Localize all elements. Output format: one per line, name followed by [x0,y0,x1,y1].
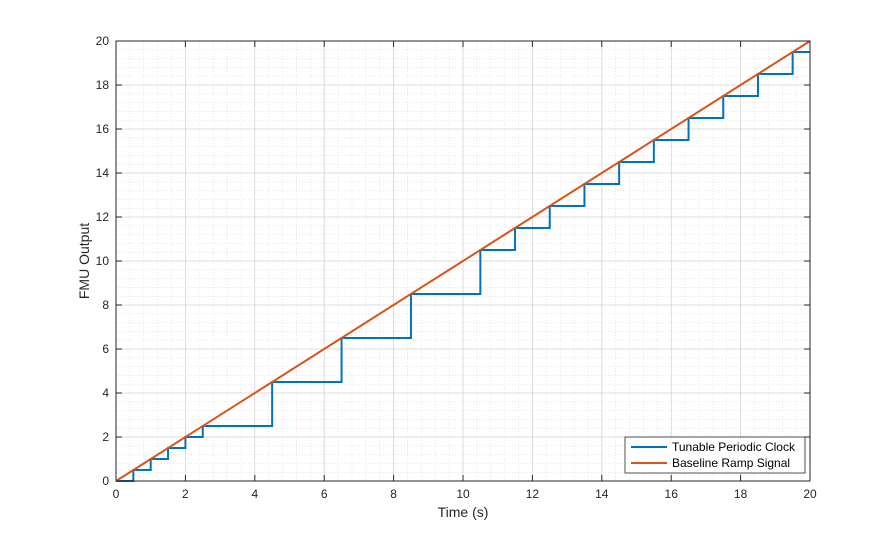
x-tick-label: 2 [182,487,189,501]
x-tick-label: 8 [390,487,397,501]
x-tick-labels: 0 2 4 6 8 10 12 14 16 18 20 [113,487,817,501]
y-axis-label: FMU Output [76,223,92,299]
y-tick-label: 8 [102,298,109,312]
x-tick-label: 14 [595,487,609,501]
y-tick-label: 14 [96,166,110,180]
x-tick-label: 12 [526,487,540,501]
y-tick-label: 6 [102,342,109,356]
x-tick-label: 18 [734,487,748,501]
x-tick-label: 6 [321,487,328,501]
y-tick-label: 20 [96,34,110,48]
y-tick-label: 4 [102,386,109,400]
y-tick-label: 12 [96,210,110,224]
series-line-tunable-periodic-clock [116,51,810,482]
y-tick-label: 18 [96,78,110,92]
legend: Tunable Periodic Clock Baseline Ramp Sig… [624,436,806,474]
x-tick-label: 10 [456,487,470,501]
x-tick-label: 4 [251,487,258,501]
x-tick-label: 20 [803,487,817,501]
y-tick-label: 2 [102,430,109,444]
y-tick-label: 0 [102,474,109,488]
legend-label-tunable-periodic-clock: Tunable Periodic Clock [672,440,796,454]
series-line-baseline-ramp-signal [115,40,811,482]
x-tick-label: 16 [665,487,679,501]
y-tick-labels: 0 2 4 6 8 10 12 14 16 18 20 [96,34,110,488]
series-layer [115,40,811,482]
x-tick-label: 0 [113,487,120,501]
legend-box [624,436,806,474]
tick-marks [115,40,811,482]
y-tick-label: 16 [96,122,110,136]
x-axis-label: Time (s) [438,504,489,520]
y-tick-label: 10 [96,254,110,268]
legend-label-baseline-ramp-signal: Baseline Ramp Signal [672,456,790,470]
